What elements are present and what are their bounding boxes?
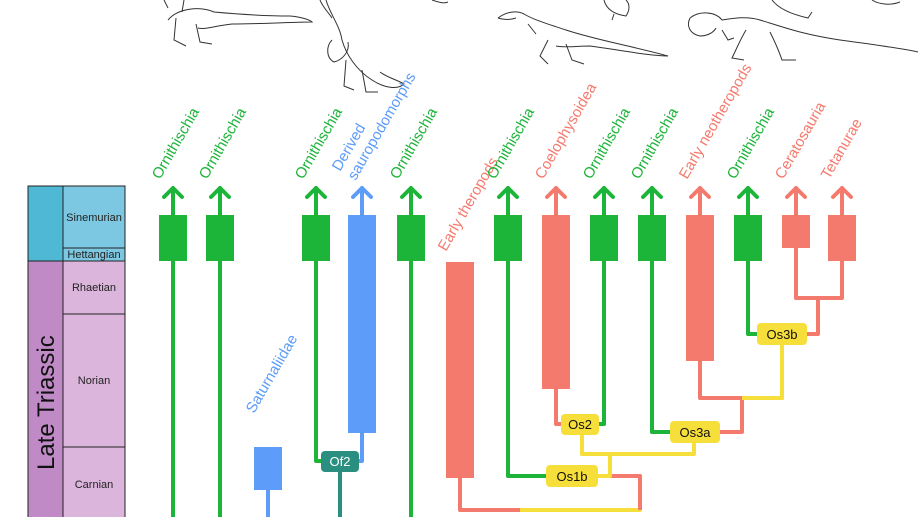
stage-label-sinemurian: Sinemurian xyxy=(66,212,122,224)
range-ornithischia-4 xyxy=(397,215,425,261)
arrow-ornithischia-3 xyxy=(305,186,327,217)
os3a-yellow-link xyxy=(742,334,784,400)
clade-label-ornithischia-7: Ornithischia xyxy=(628,104,683,182)
arrow-ornithischia-4 xyxy=(400,186,422,217)
range-ornithischia-1 xyxy=(159,215,187,261)
late-triassic-band xyxy=(27,260,64,517)
os1b-red-connector xyxy=(600,474,642,510)
sauropodomorph-sketch xyxy=(319,0,405,93)
arrow-ornithischia-1 xyxy=(162,186,184,217)
early-jurassic-band xyxy=(27,185,64,262)
era-label: Late Triassic xyxy=(33,335,60,470)
lineage-ornithischia-6 xyxy=(578,260,606,426)
arrow-ornithischia-7 xyxy=(641,186,663,217)
clade-label-ornithischia-2: Ornithischia xyxy=(196,104,251,182)
early-theropods-stem xyxy=(458,478,520,512)
clade-label-ornithischia-8: Ornithischia xyxy=(724,104,779,182)
range-ornithischia-8 xyxy=(734,215,762,261)
lineage-ornithischia-3 xyxy=(314,260,340,463)
geological-timescale: Late Triassic Sinemurian Hettangian Rhae… xyxy=(27,185,126,517)
clade-label-tetanurae: Tetanurae xyxy=(818,116,866,182)
arrow-ceratosauria xyxy=(785,186,807,217)
arrow-derived-sauropodomorphs xyxy=(351,186,373,217)
stage-rhaetian xyxy=(62,260,126,315)
averostra-branch xyxy=(794,248,844,300)
theropod-sketch xyxy=(163,0,314,47)
clade-label-saturnaliidae: Saturnaliidae xyxy=(243,332,302,416)
lineage-ornithischia-8 xyxy=(746,260,782,336)
os3a-to-os3b xyxy=(720,334,784,434)
range-derived-sauropodomorphs xyxy=(348,215,376,433)
svg-text:Of2: Of2 xyxy=(330,454,351,469)
range-early-theropods xyxy=(446,262,474,478)
node-labels: Of2 Os2 Os1b Os3a Os3b xyxy=(321,323,807,487)
svg-text:Os3b: Os3b xyxy=(766,327,797,342)
arrow-ornithischia-6 xyxy=(593,186,615,217)
node-of2: Of2 xyxy=(321,451,359,472)
node-os2: Os2 xyxy=(561,414,599,435)
stage-label-carnian: Carnian xyxy=(75,479,114,491)
range-arrows xyxy=(162,186,853,217)
range-tetanurae xyxy=(828,215,856,261)
node-os1b: Os1b xyxy=(546,465,598,487)
small-theropod-sketch xyxy=(431,0,630,21)
range-saturnaliidae xyxy=(254,447,282,490)
arrow-tetanurae xyxy=(831,186,853,217)
range-early-neotheropods xyxy=(686,215,714,361)
range-ornithischia-2 xyxy=(206,215,234,261)
arrow-ornithischia-2 xyxy=(209,186,231,217)
svg-text:Os1b: Os1b xyxy=(556,469,587,484)
clade-label-ornithischia-5: Ornithischia xyxy=(484,104,539,182)
clade-label-ornithischia-6: Ornithischia xyxy=(580,104,635,182)
arrow-coelophysoidea xyxy=(545,186,567,217)
clade-label-ornithischia-1: Ornithischia xyxy=(149,104,204,182)
range-ornithischia-3 xyxy=(302,215,330,261)
range-ornithischia-7 xyxy=(638,215,666,261)
svg-text:Os3a: Os3a xyxy=(679,425,711,440)
range-ornithischia-6 xyxy=(590,215,618,261)
range-ceratosauria xyxy=(782,215,810,248)
os3b-to-averostra xyxy=(806,298,820,336)
node-os3b: Os3b xyxy=(757,323,807,345)
stage-label-rhaetian: Rhaetian xyxy=(72,282,116,294)
early-neotheropods-link xyxy=(698,360,742,400)
stage-label-norian: Norian xyxy=(78,375,110,387)
svg-text:Os2: Os2 xyxy=(568,417,592,432)
arrow-ornithischia-8 xyxy=(737,186,759,217)
arrow-early-neotheropods xyxy=(689,186,711,217)
ceratosaur-sketch xyxy=(687,0,918,61)
stage-carnian xyxy=(62,446,126,517)
range-bars xyxy=(159,215,856,490)
coelophysoid-sketch xyxy=(497,11,669,65)
stage-label-hettangian: Hettangian xyxy=(67,249,120,261)
range-coelophysoidea xyxy=(542,215,570,389)
range-ornithischia-5 xyxy=(494,215,522,261)
node-os3a: Os3a xyxy=(670,421,720,443)
arrow-ornithischia-5 xyxy=(497,186,519,217)
